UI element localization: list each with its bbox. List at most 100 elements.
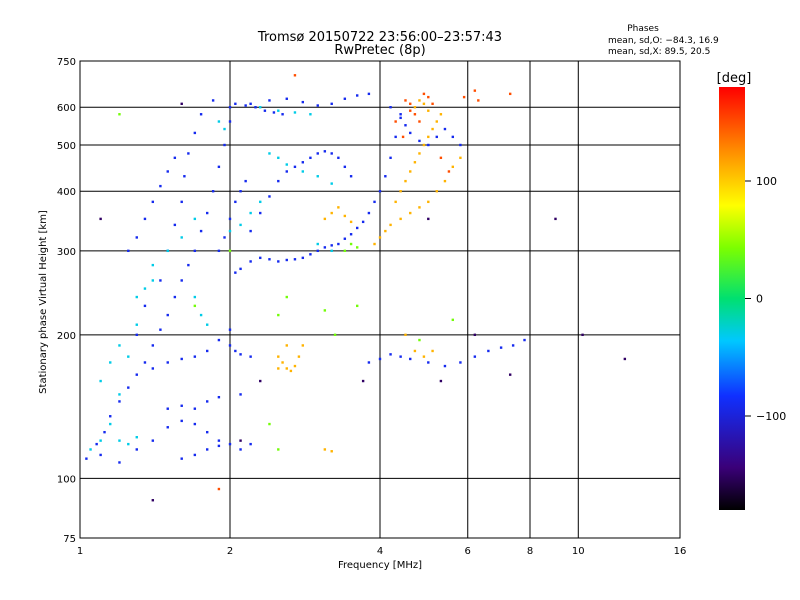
- data-point: [323, 150, 327, 153]
- data-point: [404, 333, 407, 337]
- data-point: [330, 102, 333, 106]
- data-point: [384, 175, 387, 178]
- data-point: [285, 97, 288, 100]
- data-point: [378, 357, 382, 361]
- data-point: [301, 170, 305, 173]
- data-point: [378, 190, 382, 193]
- y-axis-label: Stationary phase Virtual Height [km]: [38, 210, 49, 394]
- data-point: [143, 304, 147, 308]
- data-point: [389, 223, 392, 227]
- data-point: [409, 131, 412, 135]
- data-point: [183, 175, 186, 178]
- y-tick-label: 100: [57, 474, 76, 485]
- data-point: [439, 379, 443, 383]
- chart-title: Tromsø 20150722 23:56:00–23:57:43: [257, 30, 502, 45]
- colorbar-ticks: 100 0 −100: [745, 175, 786, 423]
- data-point: [349, 233, 353, 236]
- data-point: [228, 217, 232, 221]
- data-point: [316, 175, 319, 178]
- stats-x: mean, sd,X: 89.5, 20.5: [608, 47, 710, 57]
- data-point: [355, 246, 359, 249]
- data-point: [343, 237, 347, 240]
- data-point: [330, 211, 333, 215]
- data-point: [285, 163, 288, 166]
- data-point: [554, 217, 557, 221]
- data-point: [459, 156, 462, 160]
- data-point: [211, 190, 215, 193]
- data-point: [427, 361, 430, 364]
- data-point: [193, 304, 197, 308]
- data-point: [399, 113, 402, 116]
- data-point: [259, 256, 262, 260]
- data-point: [293, 74, 297, 77]
- data-point: [277, 260, 280, 263]
- data-point: [431, 349, 434, 353]
- data-point: [259, 211, 262, 215]
- plot-frame: [79, 60, 681, 539]
- data-point: [289, 369, 293, 373]
- data-point: [187, 263, 190, 267]
- data-point: [234, 349, 237, 353]
- data-point: [234, 271, 237, 274]
- data-point: [272, 111, 276, 114]
- data-point: [337, 206, 340, 209]
- data-point: [118, 439, 121, 442]
- data-point: [394, 120, 397, 123]
- data-point: [301, 344, 305, 347]
- data-point: [193, 131, 197, 135]
- data-point: [135, 436, 138, 439]
- data-point: [180, 419, 183, 423]
- data-point: [435, 190, 438, 193]
- data-point: [394, 200, 397, 204]
- data-point: [459, 361, 462, 364]
- data-point: [431, 102, 434, 106]
- data-point: [199, 229, 203, 233]
- data-point: [293, 364, 297, 368]
- data-point: [378, 236, 382, 239]
- data-point: [508, 92, 512, 96]
- data-point: [499, 346, 503, 349]
- data-point: [180, 357, 183, 361]
- data-point: [293, 111, 297, 114]
- colorbar-tick-label: −100: [756, 410, 786, 423]
- data-point: [173, 156, 177, 160]
- data-point: [259, 200, 262, 204]
- data-point: [367, 211, 371, 215]
- data-point: [418, 139, 421, 143]
- data-point: [99, 439, 102, 442]
- data-point: [323, 309, 327, 312]
- data-point: [301, 161, 305, 164]
- data-point: [399, 355, 402, 358]
- data-point: [309, 113, 312, 116]
- data-point: [268, 195, 271, 198]
- data-point: [180, 457, 183, 460]
- data-point: [355, 226, 359, 230]
- data-point: [151, 279, 155, 282]
- data-point: [399, 217, 402, 221]
- data-point: [151, 344, 155, 347]
- data-point: [166, 361, 169, 364]
- data-point: [109, 361, 112, 364]
- data-point: [254, 106, 257, 109]
- x-tick-label: 2: [227, 546, 233, 557]
- colorbar-tick-label: 100: [756, 175, 777, 188]
- data-point: [166, 170, 169, 173]
- data-point: [277, 109, 280, 112]
- data-point: [389, 106, 392, 109]
- data-point: [205, 400, 209, 403]
- data-point: [443, 179, 447, 183]
- data-point: [427, 143, 430, 147]
- data-point: [239, 448, 242, 451]
- data-point: [316, 242, 319, 246]
- data-point: [373, 242, 376, 246]
- data-point: [228, 328, 232, 331]
- data-point: [422, 92, 426, 96]
- data-point: [187, 152, 190, 155]
- data-point: [301, 256, 305, 260]
- data-point: [409, 170, 412, 173]
- data-point: [330, 152, 333, 155]
- data-point: [228, 229, 232, 233]
- data-point: [409, 211, 412, 215]
- data-point: [451, 165, 455, 169]
- data-point: [217, 444, 221, 448]
